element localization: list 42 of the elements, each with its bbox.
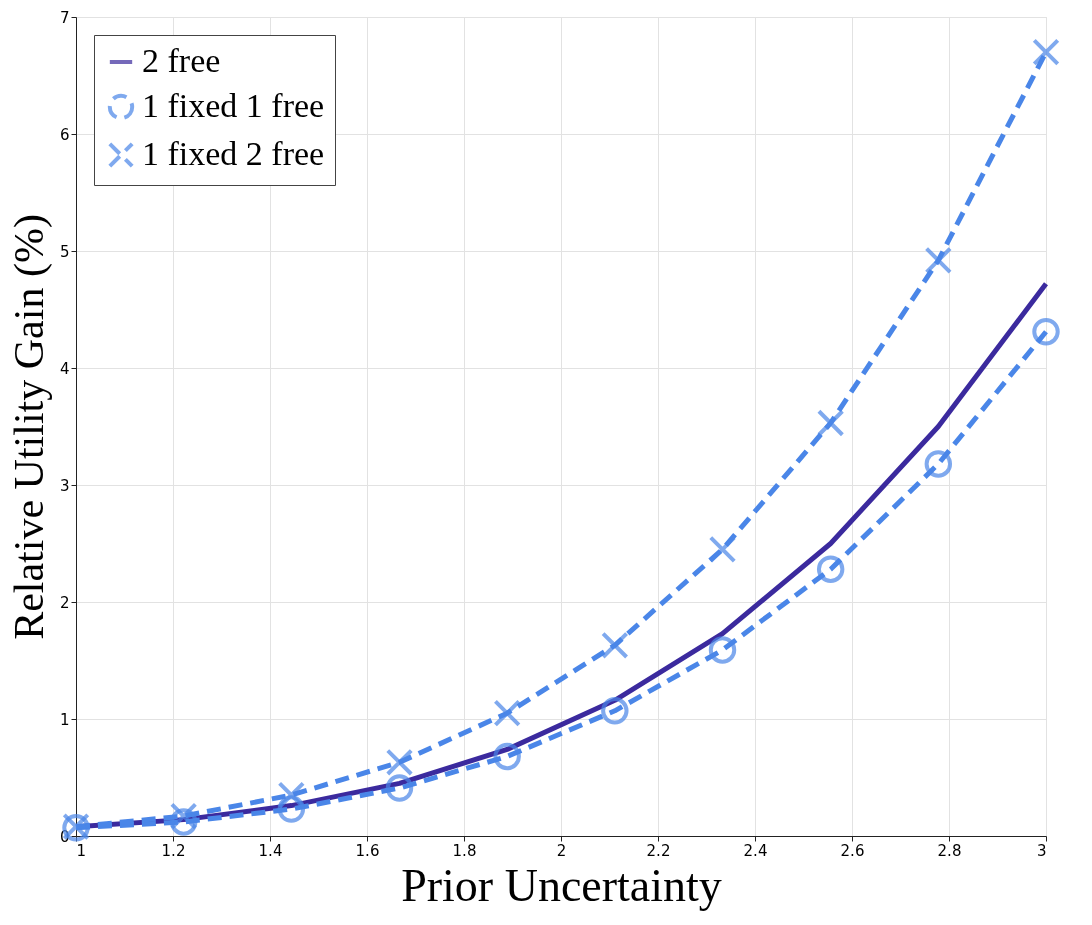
x-tick-label: 2.6 (840, 841, 865, 860)
point (385, 748, 414, 777)
point (385, 774, 414, 802)
x-tick-label: 1.4 (258, 841, 283, 860)
point (169, 808, 198, 836)
y-tick-label: 3 (59, 476, 70, 495)
point (601, 697, 629, 725)
x-tick-label: 3 (1036, 841, 1047, 860)
y-tick-label: 0 (59, 827, 70, 846)
y-tick-label: 7 (59, 8, 70, 27)
point (924, 246, 953, 275)
point (493, 742, 521, 771)
point (816, 409, 845, 437)
x-tick-label: 1.2 (161, 841, 186, 860)
x-tick-label: 1.8 (452, 841, 477, 860)
legend-label: 1 fixed 1 free (142, 87, 325, 124)
y-tick-label: 4 (59, 359, 70, 378)
point (816, 555, 845, 583)
x-tick-label: 2 (556, 841, 567, 860)
x-tick-label: 2.8 (937, 841, 962, 860)
x-axis-title: Prior Uncertainty (401, 859, 722, 911)
point (708, 535, 737, 564)
point (1032, 318, 1060, 346)
point (708, 636, 737, 664)
legend-label: 1 fixed 2 free (142, 135, 325, 172)
point (924, 450, 953, 478)
y-tick-label: 1 (59, 710, 70, 729)
y-tick-label: 6 (59, 125, 70, 144)
x-tick-label: 1.6 (355, 841, 380, 860)
point (1032, 38, 1060, 66)
point (601, 631, 629, 660)
point (169, 802, 198, 830)
y-axis-title: Relative Utility Gain (%) (5, 214, 53, 640)
point (277, 781, 306, 809)
x-tick-label: 2.4 (743, 841, 768, 860)
x-tick-label: 1 (76, 841, 87, 860)
point (277, 795, 306, 823)
y-tick-label: 2 (59, 593, 70, 612)
y-tick-label: 5 (59, 242, 70, 261)
legend-label: 2 free (142, 42, 221, 79)
x-tick-label: 2.2 (646, 841, 671, 860)
point (493, 699, 521, 727)
